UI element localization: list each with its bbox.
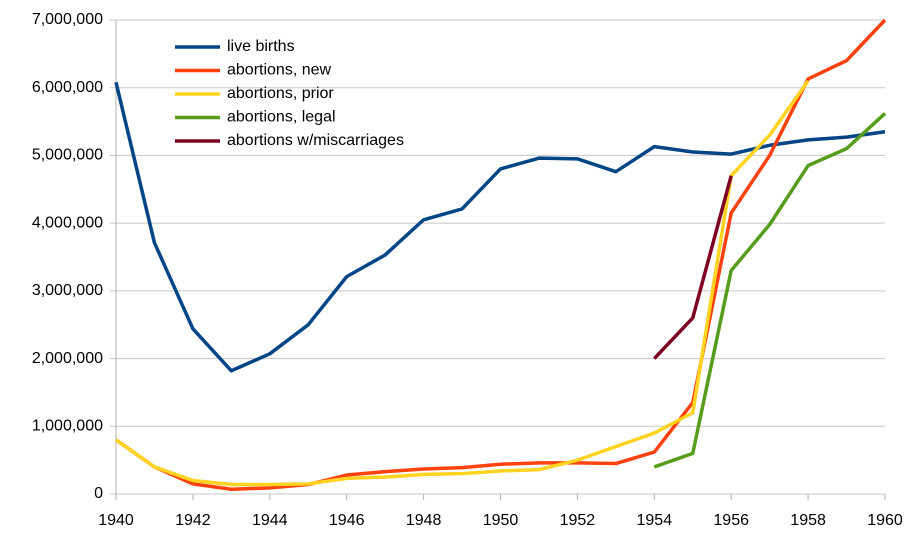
- x-tick-label: 1952: [560, 512, 596, 529]
- x-tick-label: 1956: [713, 512, 749, 529]
- series-line: [114, 18, 887, 492]
- x-tick-label: 1948: [406, 512, 442, 529]
- x-tick-label: 1940: [98, 512, 134, 529]
- x-tick-label: 1942: [175, 512, 211, 529]
- y-tick-label: 7,000,000: [32, 11, 103, 28]
- series-line: [114, 79, 810, 487]
- x-tick-label: 1944: [252, 512, 288, 529]
- x-tick-label: 1960: [867, 512, 903, 529]
- legend-label: abortions, prior: [227, 85, 334, 102]
- series-line: [653, 112, 887, 469]
- y-tick-label: 1,000,000: [32, 418, 103, 435]
- y-tick-label: 4,000,000: [32, 214, 103, 231]
- series-line: [653, 175, 733, 360]
- legend-label: abortions, new: [227, 62, 332, 79]
- x-tick-label: 1950: [483, 512, 519, 529]
- x-tick-label: 1954: [637, 512, 673, 529]
- y-tick-label: 6,000,000: [32, 79, 103, 96]
- x-tick-label: 1958: [790, 512, 826, 529]
- legend-label: abortions, legal: [227, 109, 336, 126]
- y-tick-label: 2,000,000: [32, 350, 103, 367]
- legend-label: abortions w/miscarriages: [227, 132, 404, 149]
- x-tick-label: 1946: [329, 512, 365, 529]
- y-tick-label: 0: [94, 485, 103, 502]
- y-tick-label: 5,000,000: [32, 147, 103, 164]
- y-tick-label: 3,000,000: [32, 282, 103, 299]
- legend-label: live births: [227, 38, 295, 55]
